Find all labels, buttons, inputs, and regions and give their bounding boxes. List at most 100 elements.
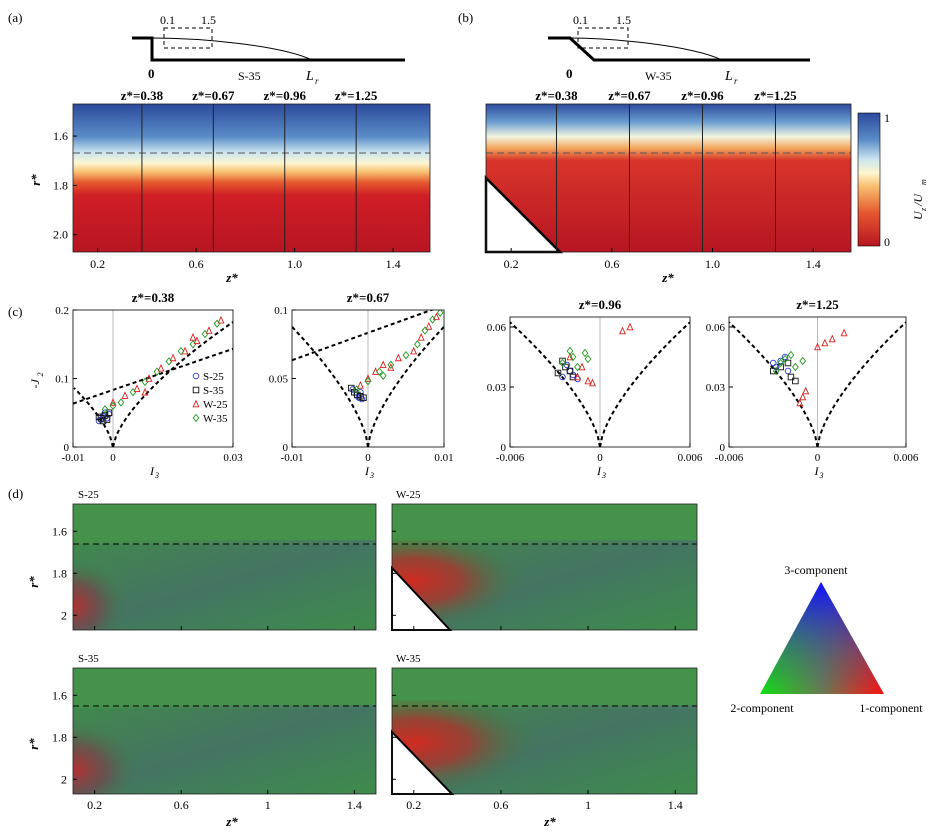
data-point bbox=[802, 386, 810, 395]
colorbar-label: U z /U m bbox=[911, 179, 928, 220]
data-point bbox=[99, 412, 107, 420]
legend-marker bbox=[192, 399, 200, 408]
data-point bbox=[153, 367, 161, 376]
xtick-label: 0 bbox=[365, 452, 371, 464]
boundary-left bbox=[73, 387, 114, 447]
xtick-label: 1.4 bbox=[347, 798, 362, 812]
ytick-label: 0.06 bbox=[487, 322, 507, 334]
xtick-label: 1 bbox=[585, 798, 591, 812]
ytick-label: 0.1 bbox=[55, 374, 69, 386]
xtick-label: 1.0 bbox=[705, 257, 720, 271]
legend-label: S-25 bbox=[203, 371, 224, 383]
data-point bbox=[777, 358, 785, 368]
legend-marker bbox=[192, 413, 200, 423]
scatter-xlabel-sub: 3 bbox=[601, 471, 606, 480]
sketch-a-length-sub: r bbox=[315, 76, 319, 86]
scatter-area bbox=[729, 317, 906, 447]
data-point bbox=[192, 372, 200, 380]
data-point bbox=[429, 315, 436, 324]
sketch-b: 0.1 1.5 0 W-35 L r bbox=[548, 13, 810, 86]
component-triangle: 3-component 2-component 1-component bbox=[730, 563, 923, 715]
data-point bbox=[566, 352, 574, 361]
ytick-label: 0.06 bbox=[706, 322, 726, 334]
data-point bbox=[129, 387, 137, 397]
map-w35-title: W-35 bbox=[396, 653, 421, 665]
ytick-label: 1.8 bbox=[52, 566, 67, 580]
xtick-label: 0.6 bbox=[604, 257, 619, 271]
heatmap-a-zstar-labels: z*=0.38 z*=0.67 z*=0.96 z*=1.25 bbox=[121, 88, 378, 103]
data-point bbox=[559, 373, 566, 381]
xtick-label: 0.2 bbox=[504, 257, 519, 271]
ytick-label: 0 bbox=[283, 442, 289, 454]
data-point bbox=[145, 374, 153, 382]
data-point bbox=[353, 385, 360, 394]
panel-label-b: (b) bbox=[458, 10, 473, 25]
data-point bbox=[364, 377, 372, 386]
data-point bbox=[432, 312, 440, 321]
series-w-35 bbox=[353, 310, 444, 394]
xtick-label: 0.6 bbox=[174, 798, 189, 812]
data-point bbox=[379, 360, 387, 369]
data-point bbox=[109, 398, 117, 406]
data-point bbox=[588, 378, 597, 387]
data-point bbox=[109, 401, 117, 411]
xtick-label: 0 bbox=[815, 452, 821, 464]
series-w-25 bbox=[796, 328, 848, 407]
sketch-b-zero: 0 bbox=[566, 66, 573, 81]
colorbar-tick-max: 1 bbox=[884, 111, 890, 125]
data-point bbox=[101, 405, 109, 414]
triangle-top-shade bbox=[760, 582, 884, 694]
scatter-ylabel: -J 2 bbox=[28, 373, 45, 389]
data-point bbox=[103, 416, 111, 423]
data-point bbox=[376, 367, 383, 376]
data-point bbox=[777, 363, 784, 371]
sketch-b-shear-layer bbox=[569, 37, 723, 61]
data-point bbox=[414, 340, 421, 349]
data-point bbox=[141, 377, 149, 387]
component-map-ticks: 1.6 1.8 2 0.2 0.6 1 1.4 1.6 1.8 2 0.2 0.6 1 1.4 bbox=[52, 524, 683, 812]
heatmap-frame bbox=[485, 103, 852, 253]
xtick-label: -0.006 bbox=[715, 452, 744, 464]
xtick-label: 0 bbox=[597, 452, 603, 464]
ytick-label: 1.8 bbox=[53, 178, 68, 192]
data-point bbox=[356, 380, 364, 389]
xtick-label: 0.2 bbox=[406, 798, 421, 812]
ytick-label: 2 bbox=[61, 608, 67, 622]
heatmap-a-ylabel: r* bbox=[28, 174, 43, 186]
map-bottom-ylabel: r* bbox=[26, 738, 41, 750]
data-point bbox=[840, 328, 848, 337]
data-point bbox=[573, 372, 582, 381]
boundary-right bbox=[112, 321, 233, 447]
map-left-xlabel: z* bbox=[225, 814, 238, 829]
boundary-right bbox=[599, 321, 690, 447]
ytick-label: 1.6 bbox=[52, 688, 67, 702]
xtick-label: 0 bbox=[110, 452, 116, 464]
data-point bbox=[387, 363, 395, 371]
sketch-b-window bbox=[577, 27, 629, 49]
heatmap-b-xlabel: z* bbox=[661, 270, 674, 285]
ytick-label: 1.6 bbox=[53, 129, 68, 143]
scatter-xlabel-sub: 3 bbox=[369, 471, 374, 480]
map-s25-red-region bbox=[73, 550, 163, 630]
data-point bbox=[364, 374, 372, 382]
data-point bbox=[559, 357, 566, 365]
data-point bbox=[348, 384, 355, 392]
ytick-label: 0.05 bbox=[269, 374, 289, 386]
data-point bbox=[165, 357, 173, 366]
data-point bbox=[117, 398, 125, 407]
data-point bbox=[192, 386, 200, 394]
xtick-label: 0.01 bbox=[434, 452, 453, 464]
scatter-title: z*=0.67 bbox=[347, 290, 390, 305]
panel-labels: (a) (b) (c) (d) bbox=[8, 10, 473, 501]
sketch-a-zero: 0 bbox=[148, 66, 155, 81]
xtick-label: 1.4 bbox=[806, 257, 821, 271]
ytick-label: 0.1 bbox=[274, 305, 288, 317]
data-point bbox=[217, 315, 225, 324]
legend-marker bbox=[192, 372, 200, 380]
sketch-b-right-mark: 1.5 bbox=[616, 13, 631, 27]
colorbar bbox=[857, 112, 881, 247]
series-s-35 bbox=[554, 357, 577, 381]
boundary-left bbox=[729, 321, 819, 447]
data-point bbox=[618, 326, 627, 335]
